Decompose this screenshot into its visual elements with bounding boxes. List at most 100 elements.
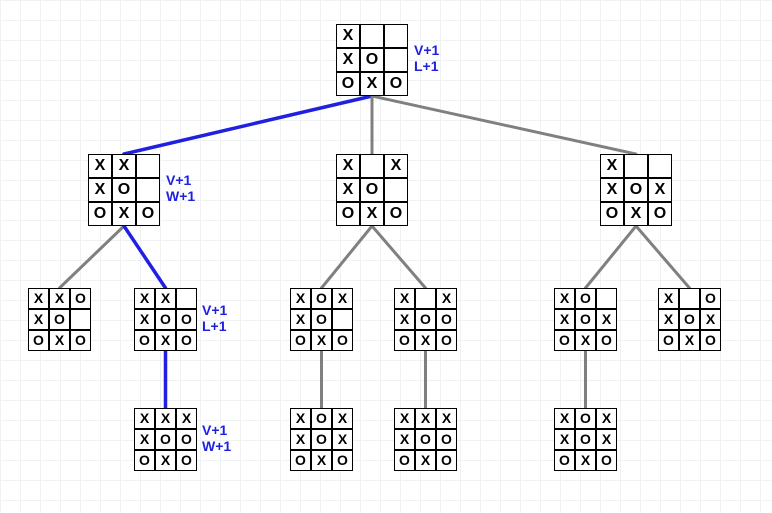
ttt-board-l3a: XXXXOOOXO	[134, 408, 197, 471]
tree-edge	[586, 226, 637, 288]
ttt-cell: O	[700, 330, 721, 351]
ttt-board-l3c: XXXXOOOXO	[394, 408, 457, 471]
ttt-cell: O	[134, 330, 155, 351]
ttt-cell: O	[394, 330, 415, 351]
ttt-cell: O	[384, 72, 408, 96]
ttt-cell: X	[679, 330, 700, 351]
ttt-cell: O	[290, 450, 311, 471]
ttt-cell: X	[436, 408, 457, 429]
ttt-cell: X	[554, 429, 575, 450]
ttt-cell: O	[600, 202, 624, 226]
node-label-l2b: V+1 L+1	[202, 302, 227, 334]
ttt-board-l1c: XXOXOXO	[600, 154, 672, 226]
ttt-cell: X	[290, 408, 311, 429]
ttt-cell: X	[290, 429, 311, 450]
ttt-cell: X	[700, 309, 721, 330]
ttt-board-l2a: XXOXOOXO	[28, 288, 91, 351]
ttt-cell: O	[624, 178, 648, 202]
ttt-cell: O	[575, 309, 596, 330]
ttt-cell: X	[415, 450, 436, 471]
tree-edge	[636, 226, 690, 288]
ttt-cell: X	[336, 24, 360, 48]
tree-edge	[372, 226, 426, 288]
ttt-cell: O	[436, 309, 457, 330]
ttt-cell: X	[332, 429, 353, 450]
ttt-board-l2b: XXXOOOXO	[134, 288, 197, 351]
tree-edge	[322, 226, 373, 288]
ttt-cell: X	[415, 330, 436, 351]
ttt-cell: X	[290, 288, 311, 309]
ttt-cell: O	[176, 309, 197, 330]
ttt-cell: O	[436, 330, 457, 351]
ttt-cell: O	[70, 330, 91, 351]
ttt-cell: X	[336, 178, 360, 202]
ttt-cell: O	[336, 202, 360, 226]
ttt-cell: X	[384, 154, 408, 178]
ttt-cell: X	[155, 408, 176, 429]
ttt-cell: X	[49, 288, 70, 309]
ttt-cell: X	[394, 309, 415, 330]
ttt-cell: O	[311, 288, 332, 309]
ttt-cell: O	[332, 330, 353, 351]
ttt-cell: X	[336, 154, 360, 178]
ttt-cell: X	[658, 288, 679, 309]
ttt-cell: X	[658, 309, 679, 330]
ttt-cell: O	[136, 202, 160, 226]
ttt-cell: O	[384, 202, 408, 226]
ttt-cell: X	[28, 309, 49, 330]
ttt-cell: X	[360, 72, 384, 96]
ttt-cell	[384, 48, 408, 72]
ttt-cell: O	[134, 450, 155, 471]
tree-edge	[124, 96, 372, 154]
ttt-board-l3b: XOXXOXOXO	[290, 408, 353, 471]
ttt-cell: X	[134, 429, 155, 450]
ttt-cell: O	[648, 202, 672, 226]
ttt-cell: O	[360, 48, 384, 72]
ttt-cell: X	[49, 330, 70, 351]
ttt-cell: X	[155, 450, 176, 471]
ttt-board-root: XXOOXO	[336, 24, 408, 96]
ttt-cell	[384, 24, 408, 48]
ttt-cell: X	[332, 288, 353, 309]
ttt-cell: X	[155, 330, 176, 351]
ttt-cell: X	[415, 408, 436, 429]
ttt-cell: O	[88, 202, 112, 226]
ttt-cell: O	[436, 450, 457, 471]
ttt-cell: O	[575, 408, 596, 429]
ttt-cell: O	[311, 429, 332, 450]
ttt-cell: O	[360, 178, 384, 202]
ttt-cell	[679, 288, 700, 309]
ttt-cell: X	[88, 154, 112, 178]
ttt-cell: X	[394, 408, 415, 429]
node-label-l1a: V+1 W+1	[166, 172, 195, 204]
ttt-cell: X	[600, 178, 624, 202]
ttt-cell: X	[360, 202, 384, 226]
ttt-cell: O	[176, 429, 197, 450]
ttt-cell: X	[394, 429, 415, 450]
ttt-cell: O	[415, 429, 436, 450]
ttt-cell: X	[648, 178, 672, 202]
ttt-board-l2e: XOXOXOXO	[554, 288, 617, 351]
ttt-cell	[136, 178, 160, 202]
ttt-cell: O	[155, 309, 176, 330]
node-label-root: V+1 L+1	[414, 42, 439, 74]
ttt-cell: X	[28, 288, 49, 309]
ttt-board-l1b: XXXOOXO	[336, 154, 408, 226]
ttt-cell: O	[332, 450, 353, 471]
ttt-cell: O	[176, 330, 197, 351]
ttt-cell: O	[49, 309, 70, 330]
ttt-cell: O	[311, 408, 332, 429]
ttt-cell: O	[658, 330, 679, 351]
node-label-l3a: V+1 W+1	[202, 422, 231, 454]
ttt-cell	[415, 288, 436, 309]
ttt-cell: X	[554, 408, 575, 429]
ttt-cell	[136, 154, 160, 178]
ttt-cell: O	[679, 309, 700, 330]
ttt-cell: X	[311, 450, 332, 471]
ttt-cell: X	[596, 309, 617, 330]
ttt-cell: O	[28, 330, 49, 351]
ttt-cell: X	[290, 309, 311, 330]
ttt-cell: X	[134, 288, 155, 309]
ttt-cell: O	[575, 288, 596, 309]
ttt-cell: O	[311, 309, 332, 330]
